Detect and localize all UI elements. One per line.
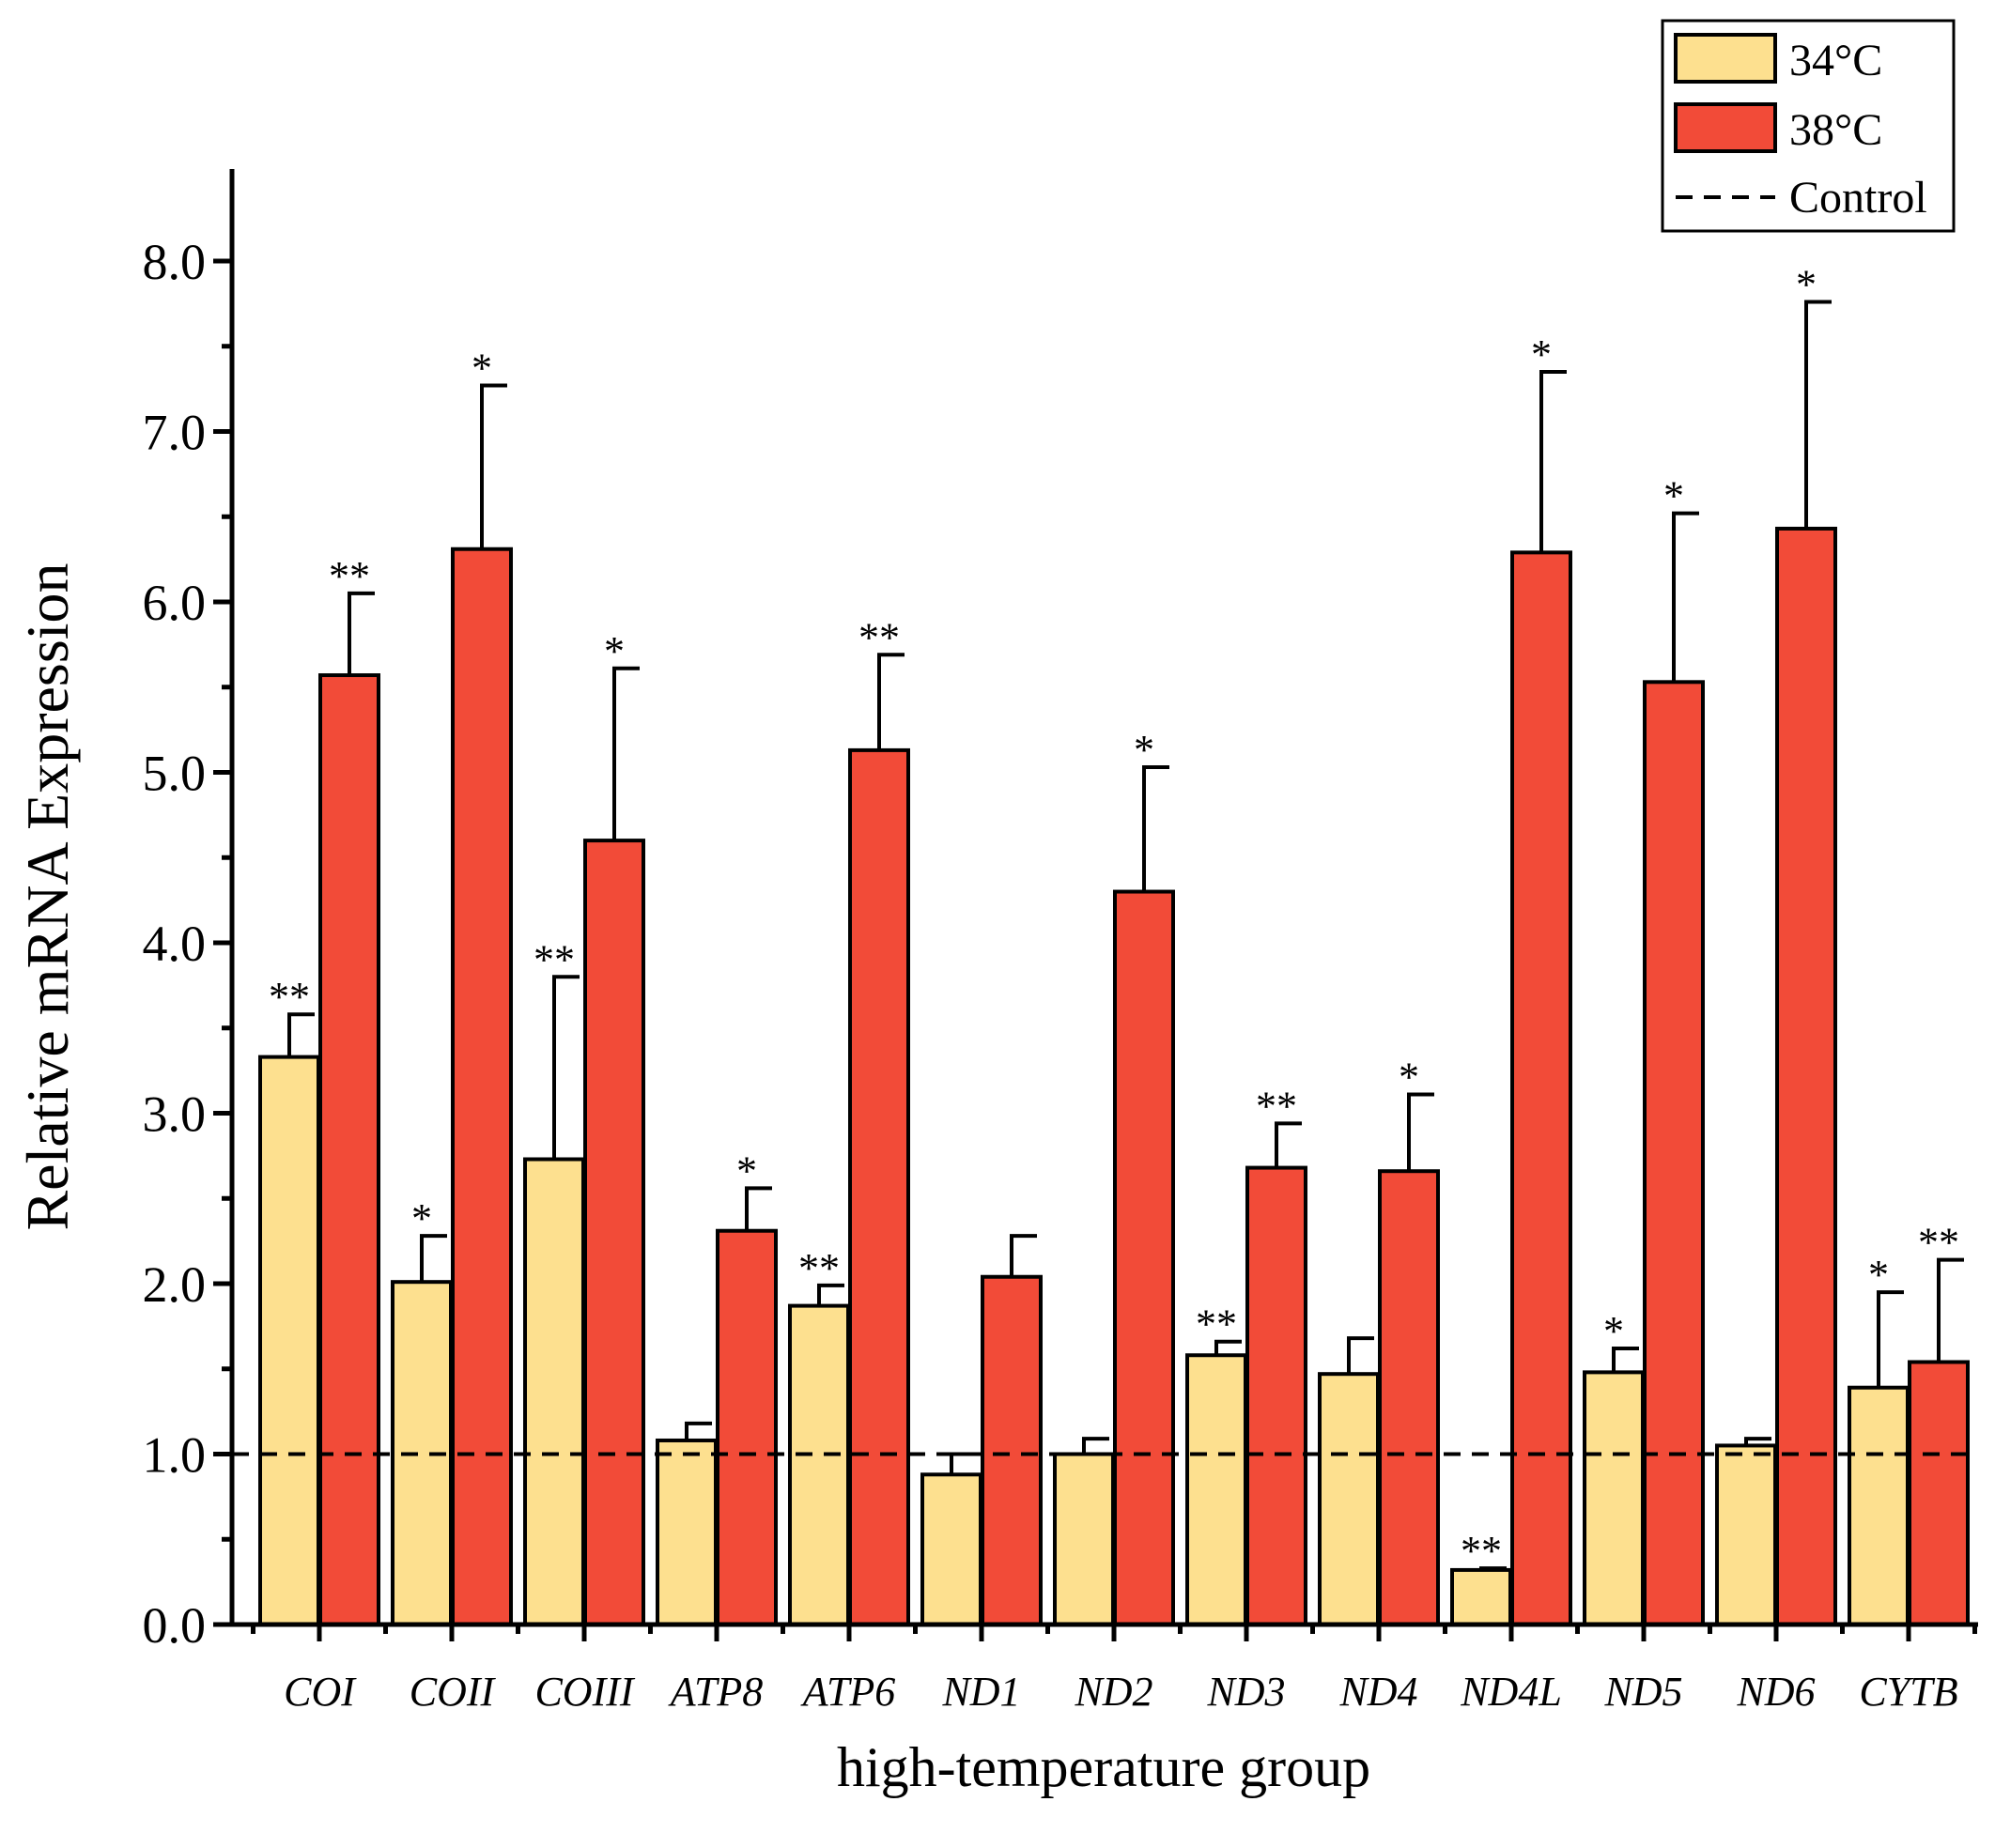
x-tick-label-coi: COI: [284, 1669, 357, 1715]
x-tick-label-nd2: ND2: [1074, 1669, 1152, 1715]
y-tick-label: 4.0: [143, 916, 207, 972]
bar-34-c-cytb: [1848, 1385, 1910, 1626]
bar-38-c-nd1: [981, 1274, 1043, 1626]
x-tick-label-nd6: ND6: [1736, 1669, 1815, 1715]
significance-38-c-cytb: **: [1918, 1220, 1959, 1266]
significance-38-c-atp6: **: [858, 614, 900, 660]
bar-38-c-coii: [451, 547, 513, 1626]
significance-38-c-nd4: *: [1399, 1055, 1419, 1101]
y-tick-label: 2.0: [143, 1256, 207, 1313]
x-tick-label-nd3: ND3: [1206, 1669, 1285, 1715]
legend-swatch-38c: [1674, 102, 1777, 153]
significance-38-c-atp8: *: [736, 1147, 757, 1194]
bar-34-c-nd4: [1318, 1372, 1380, 1626]
bar-38-c-nd3: [1245, 1165, 1307, 1626]
bar-38-c-nd5: [1643, 680, 1705, 1626]
x-tick-label-cytb: CYTB: [1859, 1669, 1957, 1715]
bar-38-c-atp8: [716, 1228, 778, 1626]
legend-swatch-34c: [1674, 33, 1777, 84]
bar-34-c-coi: [258, 1055, 320, 1626]
x-axis-title: high-temperature group: [837, 1736, 1370, 1798]
bar-38-c-coi: [318, 673, 380, 1626]
x-tick-label-nd4l: ND4L: [1460, 1669, 1562, 1715]
x-tick-label-nd1: ND1: [941, 1669, 1020, 1715]
y-tick-label: 6.0: [143, 575, 207, 631]
significance-34-c-atp6: **: [798, 1245, 840, 1291]
x-axis-ticks: COI COII COIII ATP8 ATP6 ND1 ND2 ND3 ND4 ND4L ND5 N…: [251, 1625, 1977, 1715]
bar-38-c-nd6: [1775, 526, 1837, 1627]
significance-34-c-nd5: *: [1603, 1308, 1624, 1354]
significance-38-c-nd5: *: [1663, 473, 1684, 519]
bar-38-c-nd4: [1378, 1169, 1440, 1626]
bar-34-c-atp6: [788, 1303, 850, 1626]
y-tick-label: 0.0: [143, 1597, 207, 1654]
x-tick-label-nd4: ND4: [1338, 1669, 1417, 1715]
significance-38-c-coii: *: [472, 345, 492, 391]
significance-34-c-coii: *: [411, 1195, 432, 1241]
legend: 34°C 38°C Control: [1661, 19, 1956, 233]
bar-34-c-coiii: [523, 1157, 585, 1626]
bar-34-c-nd1: [920, 1472, 982, 1627]
significance-38-c-nd3: **: [1256, 1083, 1297, 1129]
significance-38-c-nd6: *: [1796, 262, 1817, 308]
y-tick-label: 3.0: [143, 1086, 207, 1143]
bar-38-c-nd2: [1113, 889, 1175, 1626]
bar-34-c-nd3: [1185, 1353, 1247, 1626]
x-tick-label-nd5: ND5: [1603, 1669, 1682, 1715]
bar-38-c-nd4l: [1510, 550, 1572, 1626]
y-axis-title: Relative mRNA Expression: [14, 562, 81, 1230]
y-axis-ticks: 0.0 1.0 2.0 3.0 4.0 5.0 6.0 7.0 8.0: [143, 234, 232, 1654]
significance-34-c-cytb: *: [1868, 1252, 1889, 1298]
significance-34-c-coi: **: [269, 974, 310, 1020]
significance-38-c-nd2: *: [1134, 727, 1154, 773]
bar-34-c-nd2: [1053, 1452, 1115, 1626]
bar-38-c-coiii: [583, 839, 645, 1626]
significance-34-c-nd4l: **: [1461, 1528, 1502, 1574]
x-tick-label-atp8: ATP8: [668, 1669, 764, 1715]
y-tick-label: 7.0: [143, 405, 207, 461]
bar-38-c-atp6: [848, 747, 910, 1626]
x-tick-label-coii: COII: [410, 1669, 497, 1715]
bar-38-c-cytb: [1908, 1360, 1970, 1626]
y-tick-label: 5.0: [143, 746, 207, 802]
y-tick-label: 8.0: [143, 234, 207, 290]
x-tick-label-coiii: COIII: [534, 1669, 635, 1715]
y-tick-label: 1.0: [143, 1427, 207, 1484]
legend-label-34c: 34°C: [1789, 36, 1882, 85]
significance-34-c-nd3: **: [1196, 1301, 1237, 1348]
bar-34-c-nd4l: [1450, 1567, 1512, 1627]
bar-34-c-atp8: [656, 1438, 718, 1626]
plot-area: *****************************: [232, 262, 1972, 1627]
significance-38-c-coi: **: [329, 553, 370, 599]
significance-38-c-coiii: *: [604, 628, 625, 674]
x-tick-label-atp6: ATP6: [800, 1669, 896, 1715]
significance-34-c-coiii: **: [534, 936, 575, 982]
significance-38-c-nd4l: *: [1531, 331, 1552, 377]
bar-34-c-nd5: [1583, 1370, 1645, 1626]
legend-label-38c: 38°C: [1789, 105, 1882, 155]
bar-34-c-nd6: [1715, 1443, 1777, 1627]
legend-label-control: Control: [1789, 173, 1927, 223]
